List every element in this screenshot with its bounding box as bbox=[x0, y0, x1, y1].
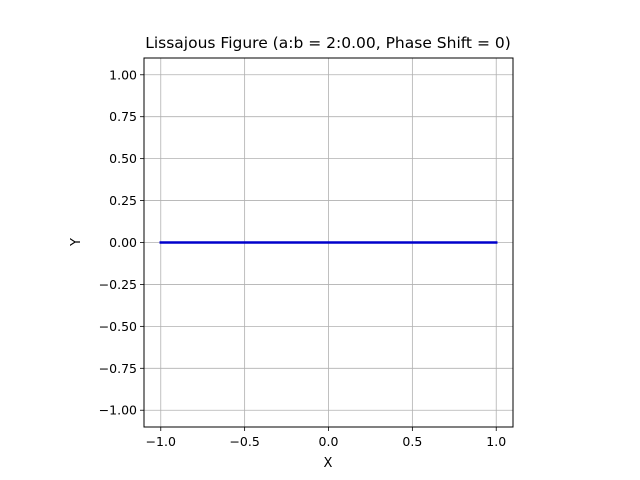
x-tick-label: −1.0 bbox=[146, 434, 176, 449]
y-tick-label: −1.00 bbox=[99, 403, 137, 418]
y-tick-label: −0.75 bbox=[99, 361, 137, 376]
x-tick-label: −0.5 bbox=[229, 434, 259, 449]
y-axis-label: Y bbox=[69, 238, 84, 247]
y-tick-label: −0.25 bbox=[99, 277, 137, 292]
y-tick-label: −0.50 bbox=[99, 319, 137, 334]
x-axis-label: X bbox=[324, 456, 333, 471]
y-tick-label: 1.00 bbox=[109, 67, 137, 82]
y-tick-label: 0.50 bbox=[109, 151, 137, 166]
x-axis-ticks: −1.0 −0.5 0.0 0.5 1.0 bbox=[146, 427, 506, 449]
y-tick-label: 0.25 bbox=[109, 193, 137, 208]
y-tick-label: 0.00 bbox=[109, 235, 137, 250]
chart-title: Lissajous Figure (a:b = 2:0.00, Phase Sh… bbox=[145, 34, 511, 52]
x-tick-label: 0.5 bbox=[402, 434, 422, 449]
x-tick-label: 1.0 bbox=[486, 434, 506, 449]
x-tick-label: 0.0 bbox=[319, 434, 339, 449]
y-axis-ticks: 1.00 0.75 0.50 0.25 0.00 −0.25 −0.50 −0.75 −1.00 bbox=[99, 67, 144, 418]
y-tick-label: 0.75 bbox=[109, 109, 137, 124]
